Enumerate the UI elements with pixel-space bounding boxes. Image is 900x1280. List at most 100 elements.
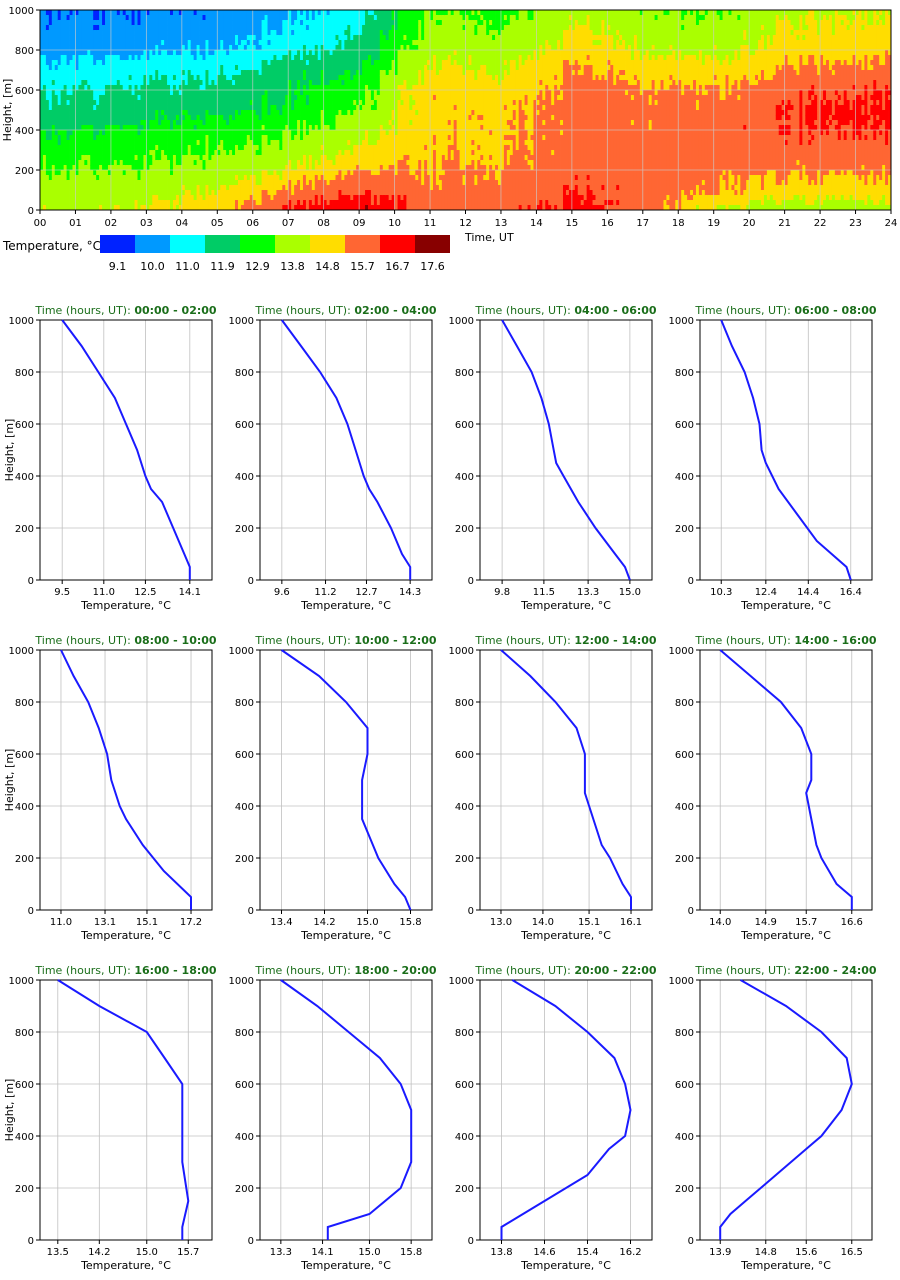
heatmap-cell (314, 85, 319, 91)
heatmap-cell (267, 150, 271, 156)
heatmap-cell (57, 120, 62, 126)
heatmap-cell (193, 45, 197, 51)
heatmap-cell (353, 25, 357, 31)
heatmap-cell (267, 105, 271, 111)
heatmap-cell (332, 65, 336, 71)
heatmap-cell (252, 75, 257, 81)
heatmap-cell (362, 25, 366, 31)
heatmap-cell (164, 45, 168, 51)
heatmap-cell (332, 205, 336, 211)
heatmap-cell (140, 65, 144, 71)
heatmap-cell (258, 65, 263, 71)
heatmap-cell (356, 130, 360, 136)
heatmap-cell (235, 70, 239, 76)
heatmap-cell (320, 160, 325, 166)
heatmap-cell (102, 90, 106, 96)
heatmap-cell (149, 35, 153, 41)
heatmap-cell (264, 60, 268, 66)
heatmap-cell (178, 25, 183, 31)
heatmap-cell (285, 150, 289, 156)
heatmap-cell (125, 45, 130, 51)
heatmap-cell (208, 150, 212, 156)
heatmap-cell (379, 130, 384, 136)
heatmap-cell (255, 105, 260, 111)
heatmap-cell (291, 205, 295, 211)
heatmap-cell (99, 100, 103, 106)
heatmap-cell (273, 160, 277, 166)
heatmap-cell (326, 105, 330, 111)
heatmap-cell (235, 175, 239, 181)
heatmap-cell (96, 90, 100, 96)
heatmap-cell (223, 120, 227, 126)
heatmap-cell (300, 145, 304, 151)
heatmap-cell (137, 100, 141, 106)
heatmap-cell (347, 60, 351, 66)
heatmap-cell (214, 155, 218, 161)
heatmap-cell (243, 45, 248, 51)
heatmap-cell (149, 40, 153, 46)
heatmap-cell (267, 80, 271, 86)
heatmap-cell (270, 140, 274, 146)
heatmap-cell (122, 35, 127, 41)
heatmap-cell (302, 165, 307, 171)
heatmap-cell (54, 145, 59, 151)
heatmap-cell (152, 85, 156, 91)
heatmap-cell (267, 50, 271, 56)
heatmap-cell (237, 140, 242, 146)
heatmap-cell (406, 105, 410, 111)
heatmap-cell (370, 165, 375, 171)
heatmap-cell (394, 105, 398, 111)
heatmap-cell (131, 190, 135, 196)
heatmap-cell (365, 85, 369, 91)
heatmap-cell (252, 40, 257, 46)
heatmap-cell (170, 80, 174, 86)
heatmap-cell (205, 100, 209, 106)
heatmap-cell (300, 15, 304, 21)
heatmap-cell (226, 185, 230, 191)
heatmap-cell (140, 205, 144, 211)
heatmap-cell (273, 65, 277, 71)
heatmap-cell (187, 135, 192, 141)
heatmap-cell (146, 80, 150, 86)
heatmap-cell (205, 200, 209, 206)
heatmap-cell (376, 80, 381, 86)
heatmap-cell (359, 110, 363, 116)
heatmap-cell (267, 120, 271, 126)
heatmap-cell (87, 200, 91, 206)
heatmap-cell (140, 35, 144, 41)
heatmap-cell (217, 130, 221, 136)
heatmap-cell (353, 20, 357, 26)
heatmap-cell (119, 60, 124, 66)
heatmap-cell (113, 125, 118, 131)
heatmap-cell (199, 185, 203, 191)
heatmap-cell (335, 50, 339, 56)
heatmap-cell (60, 195, 65, 201)
heatmap-cell (205, 195, 209, 201)
heatmap-cell (220, 70, 224, 76)
heatmap-cell (131, 120, 135, 126)
heatmap-cell (270, 115, 274, 121)
heatmap-cell (297, 65, 301, 71)
heatmap-cell (249, 100, 254, 106)
heatmap-cell (232, 75, 236, 81)
heatmap-cell (63, 85, 67, 91)
heatmap-cell (376, 175, 381, 181)
heatmap-cell (134, 135, 138, 141)
heatmap-cell (48, 100, 53, 106)
heatmap-cell (226, 30, 230, 36)
heatmap-cell (391, 155, 395, 161)
heatmap-cell (167, 200, 171, 206)
heatmap-cell (164, 180, 168, 186)
heatmap-cell (66, 10, 70, 16)
heatmap-cell (105, 195, 109, 201)
heatmap-cell (397, 35, 401, 41)
heatmap-cell (45, 110, 50, 116)
heatmap-cell (152, 125, 156, 131)
heatmap-cell (291, 65, 295, 71)
heatmap-cell (122, 60, 127, 66)
heatmap-cell (338, 100, 342, 106)
heatmap-cell (208, 25, 212, 31)
heatmap-cell (276, 55, 280, 61)
heatmap-cell (347, 110, 351, 116)
heatmap-cell (60, 55, 65, 61)
